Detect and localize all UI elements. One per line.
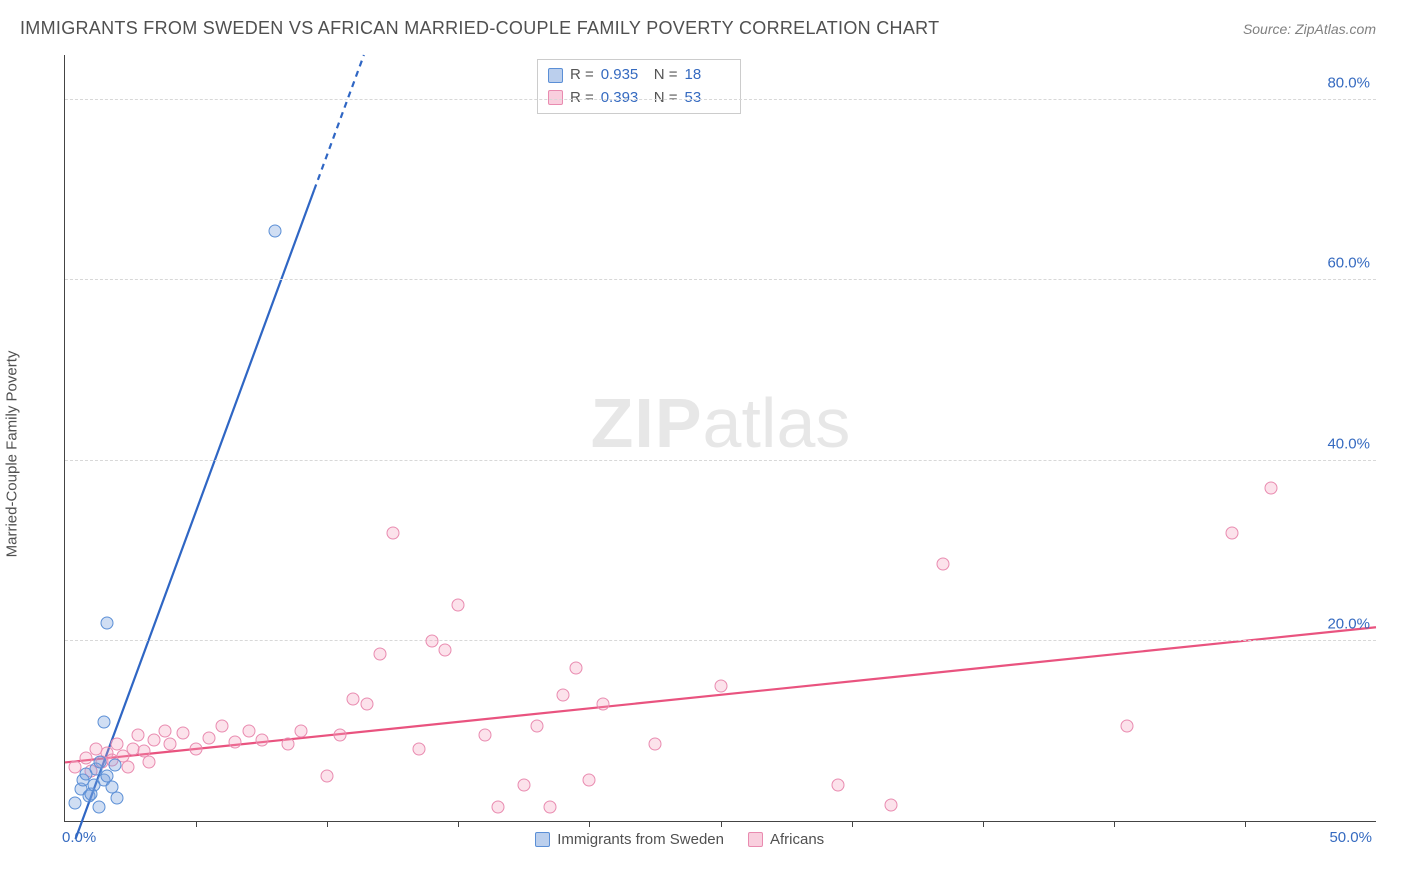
data-point: [176, 726, 189, 739]
data-point: [1265, 481, 1278, 494]
x-tick: [1114, 821, 1115, 827]
data-point: [530, 720, 543, 733]
y-tick-label: 60.0%: [1327, 255, 1370, 272]
statistics-box: R = 0.935 N = 18 R = 0.393 N = 53: [537, 59, 742, 114]
data-point: [163, 738, 176, 751]
data-point: [94, 756, 107, 769]
data-point: [334, 729, 347, 742]
data-point: [69, 796, 82, 809]
data-point: [596, 697, 609, 710]
stat-row-series1: R = 0.935 N = 18: [548, 64, 731, 87]
data-point: [142, 756, 155, 769]
y-axis-label: Married-Couple Family Poverty: [4, 350, 21, 557]
y-tick-label: 80.0%: [1327, 75, 1370, 92]
data-point: [190, 742, 203, 755]
gridline: [65, 279, 1376, 280]
data-point: [294, 724, 307, 737]
swatch-blue-icon: [548, 68, 563, 83]
x-tick: [327, 821, 328, 827]
x-tick: [589, 821, 590, 827]
legend-item-series1: Immigrants from Sweden: [535, 831, 724, 848]
stat-row-series2: R = 0.393 N = 53: [548, 87, 731, 110]
data-point: [132, 729, 145, 742]
data-point: [203, 732, 216, 745]
x-tick: [983, 821, 984, 827]
data-point: [255, 733, 268, 746]
data-point: [108, 759, 121, 772]
data-point: [158, 724, 171, 737]
legend: Immigrants from Sweden Africans: [535, 831, 824, 848]
data-point: [229, 735, 242, 748]
y-tick-label: 20.0%: [1327, 615, 1370, 632]
x-tick: [196, 821, 197, 827]
data-point: [1225, 526, 1238, 539]
data-point: [321, 769, 334, 782]
data-point: [281, 738, 294, 751]
gridline: [65, 640, 1376, 641]
data-point: [242, 724, 255, 737]
data-point: [79, 751, 92, 764]
chart-area: Married-Couple Family Poverty ZIPatlas R…: [20, 55, 1376, 852]
data-point: [360, 697, 373, 710]
data-point: [478, 729, 491, 742]
data-point: [93, 801, 106, 814]
data-point: [111, 792, 124, 805]
x-end-label: 50.0%: [1329, 829, 1372, 846]
swatch-blue-icon: [535, 832, 550, 847]
regression-lines: [65, 55, 1376, 821]
x-tick: [1245, 821, 1246, 827]
data-point: [148, 733, 161, 746]
data-point: [347, 693, 360, 706]
data-point: [373, 648, 386, 661]
data-point: [648, 738, 661, 751]
data-point: [452, 598, 465, 611]
data-point: [517, 778, 530, 791]
data-point: [268, 224, 281, 237]
watermark: ZIPatlas: [591, 383, 851, 463]
y-tick-label: 40.0%: [1327, 435, 1370, 452]
data-point: [1120, 720, 1133, 733]
data-point: [386, 526, 399, 539]
swatch-pink-icon: [548, 90, 563, 105]
chart-title: IMMIGRANTS FROM SWEDEN VS AFRICAN MARRIE…: [20, 18, 939, 39]
data-point: [583, 774, 596, 787]
data-point: [491, 801, 504, 814]
plot-region: ZIPatlas R = 0.935 N = 18 R = 0.393 N = …: [64, 55, 1376, 822]
source-attribution: Source: ZipAtlas.com: [1243, 21, 1376, 37]
data-point: [439, 643, 452, 656]
data-point: [714, 679, 727, 692]
x-tick: [458, 821, 459, 827]
swatch-pink-icon: [748, 832, 763, 847]
data-point: [100, 616, 113, 629]
data-point: [832, 778, 845, 791]
data-point: [557, 688, 570, 701]
legend-item-series2: Africans: [748, 831, 824, 848]
x-origin-label: 0.0%: [62, 829, 96, 846]
data-point: [98, 715, 111, 728]
data-point: [412, 742, 425, 755]
gridline: [65, 460, 1376, 461]
x-tick: [721, 821, 722, 827]
data-point: [544, 801, 557, 814]
data-point: [121, 760, 134, 773]
data-point: [884, 798, 897, 811]
data-point: [216, 720, 229, 733]
data-point: [570, 661, 583, 674]
data-point: [426, 634, 439, 647]
x-tick: [852, 821, 853, 827]
data-point: [937, 558, 950, 571]
gridline: [65, 99, 1376, 100]
